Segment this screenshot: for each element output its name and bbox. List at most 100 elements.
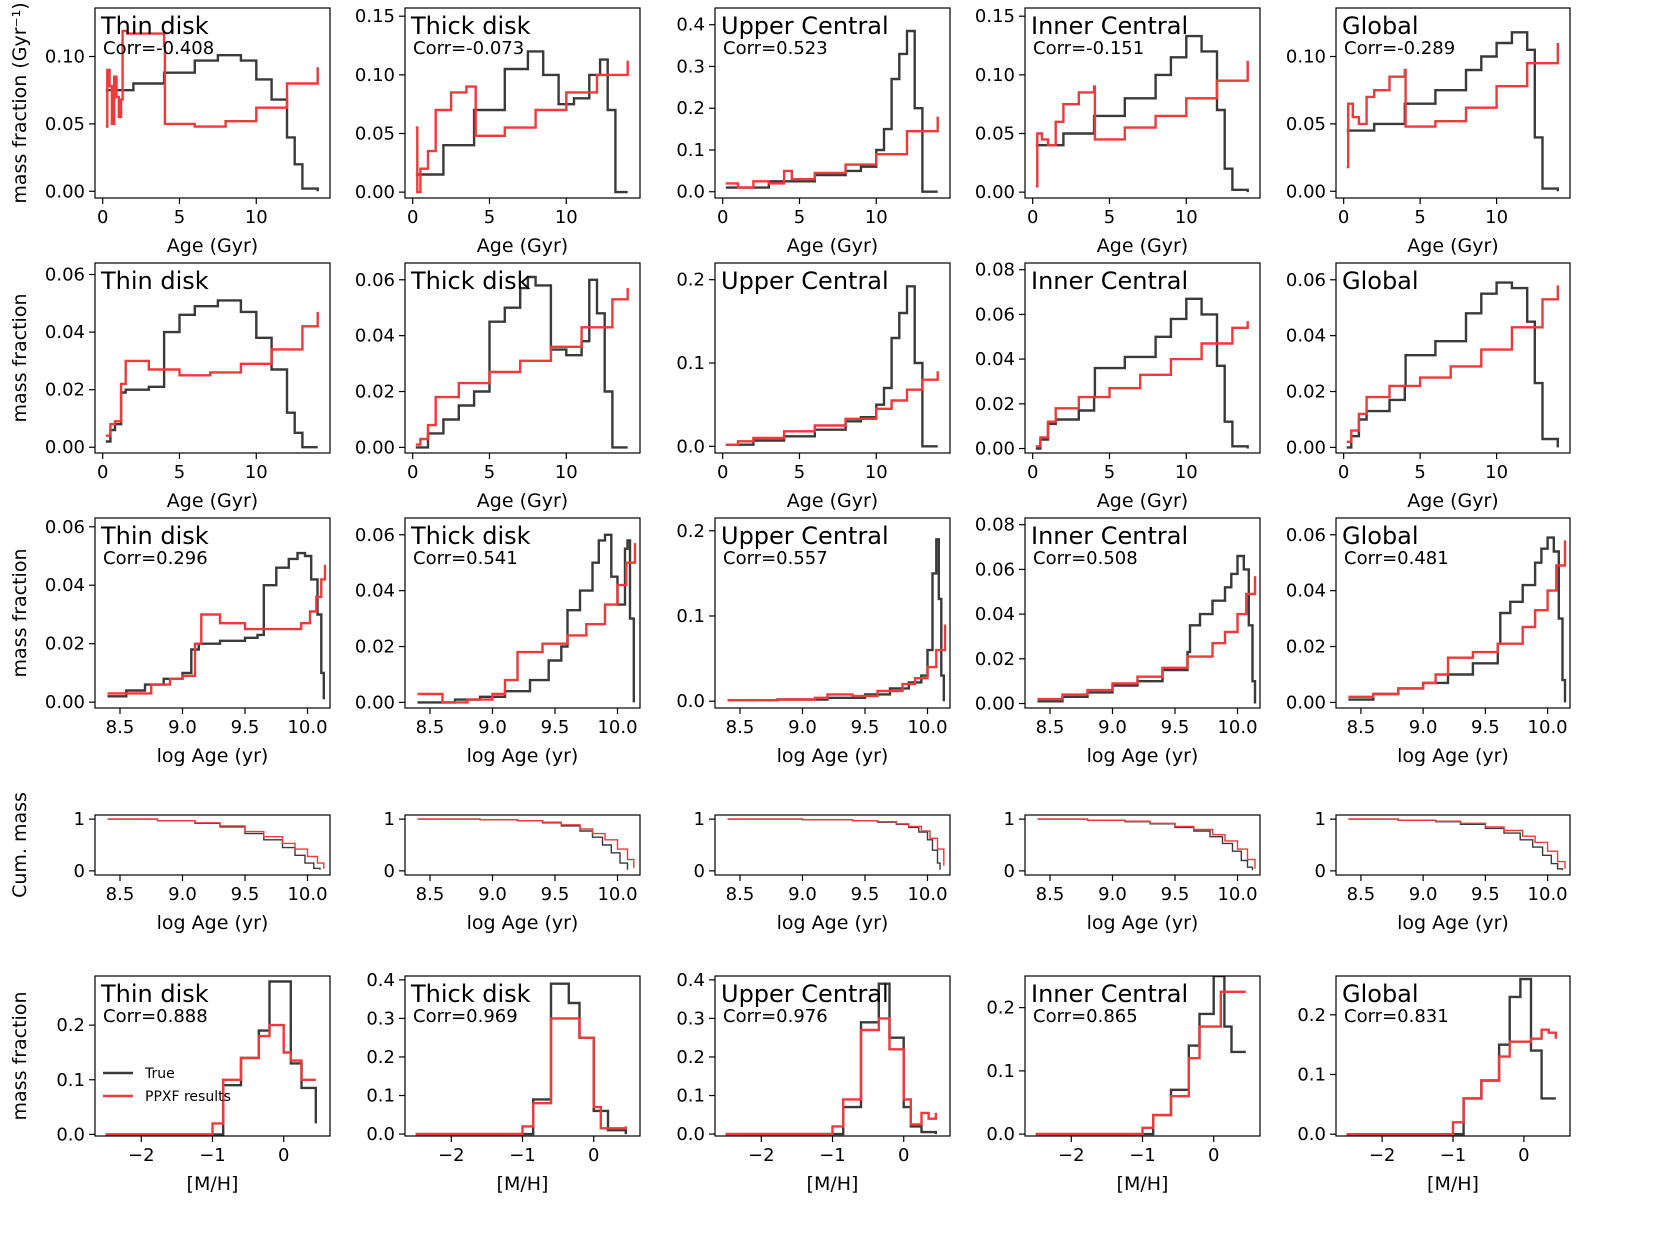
y-tick-label: 0.00 (355, 692, 395, 713)
x-tick-label: 5 (794, 462, 805, 483)
y-tick-label: 0.0 (676, 436, 705, 457)
x-axis-label: [M/H] (497, 1173, 549, 1195)
axes-frame (1024, 7, 1261, 199)
panel: 8.5 9.0 9.5 10.0 0 1 log Age (yr) (1004, 809, 1261, 934)
x-axis-label: Age (Gyr) (167, 235, 258, 257)
x-tick-label: 9.5 (851, 717, 880, 738)
x-tick-label: 5 (1104, 207, 1115, 228)
y-tick-label: 0.02 (45, 634, 85, 655)
series-ppxf-line (105, 311, 319, 437)
panel-title: Thick disk (410, 267, 531, 295)
series-ppxf-line (1035, 60, 1249, 188)
panel-corr-label: Corr=0.865 (1033, 1006, 1138, 1027)
x-tick-label: −2 (748, 1145, 775, 1166)
x-tick-label: 9.0 (478, 717, 507, 738)
x-tick-label: 10.0 (287, 884, 327, 905)
x-tick-label: 0 (717, 462, 728, 483)
y-tick-label: 0.08 (975, 260, 1015, 281)
x-tick-label: 0 (1208, 1145, 1219, 1166)
x-tick-label: 8.5 (1036, 884, 1065, 905)
x-tick-label: −1 (819, 1145, 846, 1166)
axes-frame (1335, 517, 1571, 709)
y-tick-label: 0.0 (366, 1124, 395, 1145)
panel: 0 5 10 0.00 0.02 0.04 0.06 0.08 Age (Gyr) Inner C… (975, 260, 1261, 512)
series-true-line (1348, 818, 1564, 871)
y-tick-label: 0.02 (975, 394, 1015, 415)
x-axis-label: log Age (yr) (157, 745, 269, 767)
panel-corr-label: Corr=0.481 (1344, 548, 1449, 569)
series-ppxf-line (107, 818, 325, 869)
legend-ppxf-label: PPXF results (145, 1089, 231, 1105)
panel-title: Upper Central (721, 267, 889, 295)
y-tick-label: 0.3 (676, 56, 705, 77)
panel-title: Thin disk (100, 12, 209, 40)
y-tick-label: 0.06 (355, 270, 395, 291)
y-tick-label: 0.04 (45, 322, 85, 343)
x-tick-label: 0 (407, 462, 418, 483)
panel: 8.5 9.0 9.5 10.0 0 1 log Age (yr) (1315, 809, 1571, 934)
x-tick-label: 10 (1485, 462, 1508, 483)
x-tick-label: −2 (1369, 1145, 1396, 1166)
x-tick-label: 5 (794, 207, 805, 228)
y-tick-label: 1 (694, 809, 705, 830)
x-axis-label: Age (Gyr) (1407, 235, 1498, 257)
y-tick-label: 0.1 (986, 1061, 1015, 1082)
x-tick-label: 9.0 (788, 884, 817, 905)
y-tick-label: 0.2 (676, 98, 705, 119)
x-tick-label: 9.5 (541, 717, 570, 738)
series-ppxf-line (1346, 43, 1559, 169)
panel-corr-label: Corr=0.557 (723, 548, 828, 569)
axes-frame (1024, 517, 1261, 709)
y-tick-label: 0.1 (1297, 1065, 1326, 1086)
x-tick-label: 9.0 (168, 717, 197, 738)
panel: 0 5 10 0.0 0.1 0.2 Age (Gyr) Upper Central (676, 262, 951, 512)
x-tick-label: 10.0 (907, 717, 947, 738)
panel: −2 −1 0 0.0 0.1 0.2 0.3 0.4 [M/H] Upper CentralCo… (676, 970, 951, 1195)
panel-title: Inner Central (1031, 980, 1188, 1008)
x-axis-label: log Age (yr) (1397, 912, 1509, 934)
series-ppxf-line (105, 1023, 316, 1136)
series-ppxf-line (1346, 285, 1559, 443)
series-ppxf-line (727, 818, 945, 866)
x-tick-label: 9.0 (788, 717, 817, 738)
panel-corr-label: Corr=-0.151 (1033, 38, 1144, 59)
x-tick-label: 0 (1518, 1145, 1529, 1166)
legend-true-label: True (144, 1066, 175, 1082)
axes-frame (1024, 262, 1261, 454)
y-tick-label: 0.1 (56, 1070, 85, 1091)
series-true-line (107, 551, 325, 700)
x-tick-label: 10 (245, 462, 268, 483)
y-tick-label: 0.04 (355, 581, 395, 602)
series-ppxf-line (415, 1017, 627, 1136)
y-tick-label: 0.10 (45, 47, 85, 68)
panel: 0 5 10 0.00 0.02 0.04 0.06 Age (Gyr) Global (1286, 262, 1571, 512)
axes-frame (1024, 814, 1261, 876)
x-tick-label: 0 (1338, 462, 1349, 483)
y-tick-label: 0.04 (975, 604, 1015, 625)
x-tick-label: −1 (509, 1145, 536, 1166)
y-tick-label: 0 (1315, 861, 1326, 882)
series-ppxf-line (105, 29, 319, 128)
y-tick-label: 0.0 (986, 1124, 1015, 1145)
series-ppxf-line (415, 60, 629, 194)
series-ppxf-line (417, 543, 637, 704)
x-tick-label: 5 (484, 462, 495, 483)
x-tick-label: 10 (555, 462, 578, 483)
axes-frame (404, 7, 641, 199)
y-tick-label: 0.00 (975, 439, 1015, 460)
y-tick-label: 0.4 (676, 970, 705, 991)
panel-title: Upper Central (721, 12, 889, 40)
x-tick-label: 10.0 (1528, 884, 1568, 905)
x-tick-label: 0 (97, 462, 108, 483)
y-tick-label: 0.00 (355, 437, 395, 458)
x-axis-label: Age (Gyr) (477, 235, 568, 257)
x-axis-label: log Age (yr) (1087, 745, 1199, 767)
axes-frame (94, 517, 331, 709)
y-axis-label: Cum. mass (9, 792, 31, 898)
y-axis-label: mass fraction (9, 549, 31, 678)
y-tick-label: 0.02 (45, 380, 85, 401)
panel-corr-label: Corr=0.296 (103, 548, 208, 569)
x-tick-label: 5 (174, 207, 185, 228)
series-ppxf-line (107, 564, 327, 695)
y-tick-label: 0.2 (676, 270, 705, 291)
